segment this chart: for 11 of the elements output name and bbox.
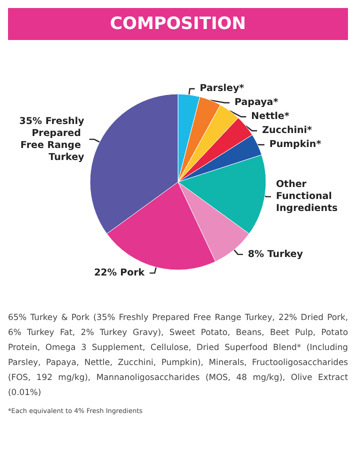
text: 65% Turkey & Pork (35% Freshly Prepared Free Range Turkey, 22% Dried Pork, 6% Turkey Fat, 2% Turkey Gravy), Sweet Potato, Beans, Beet Pulp, Potato Protein, Omega 3 Supplement, Cellulose, Dried Superfood Blend* (Including Parsley, Papaya, Nettle, Zucchini, Pumpkin), Minerals, Fructooligosaccharides (FOS, 192 mg/kg), Mannanoligosaccharides (MOS, 48 mg/kg), Olive Extract (0.01%) [8,311,348,399]
slice-label: Other Functional Ingredients [276,179,338,214]
slice-label: 8% Turkey [248,248,304,260]
slice-label: Zucchini* [262,125,312,136]
slice-label: Papaya* [234,97,278,108]
slice-label: 22% Pork [94,268,146,279]
slice-label: Parsley* [200,83,244,94]
slice-label: Pumpkin* [269,139,322,150]
slice-label: Nettle* [251,111,290,122]
slice-label: 35% Freshly Prepared Free Range Turkey [19,116,86,163]
chart-title: COMPOSITION [8,8,348,40]
